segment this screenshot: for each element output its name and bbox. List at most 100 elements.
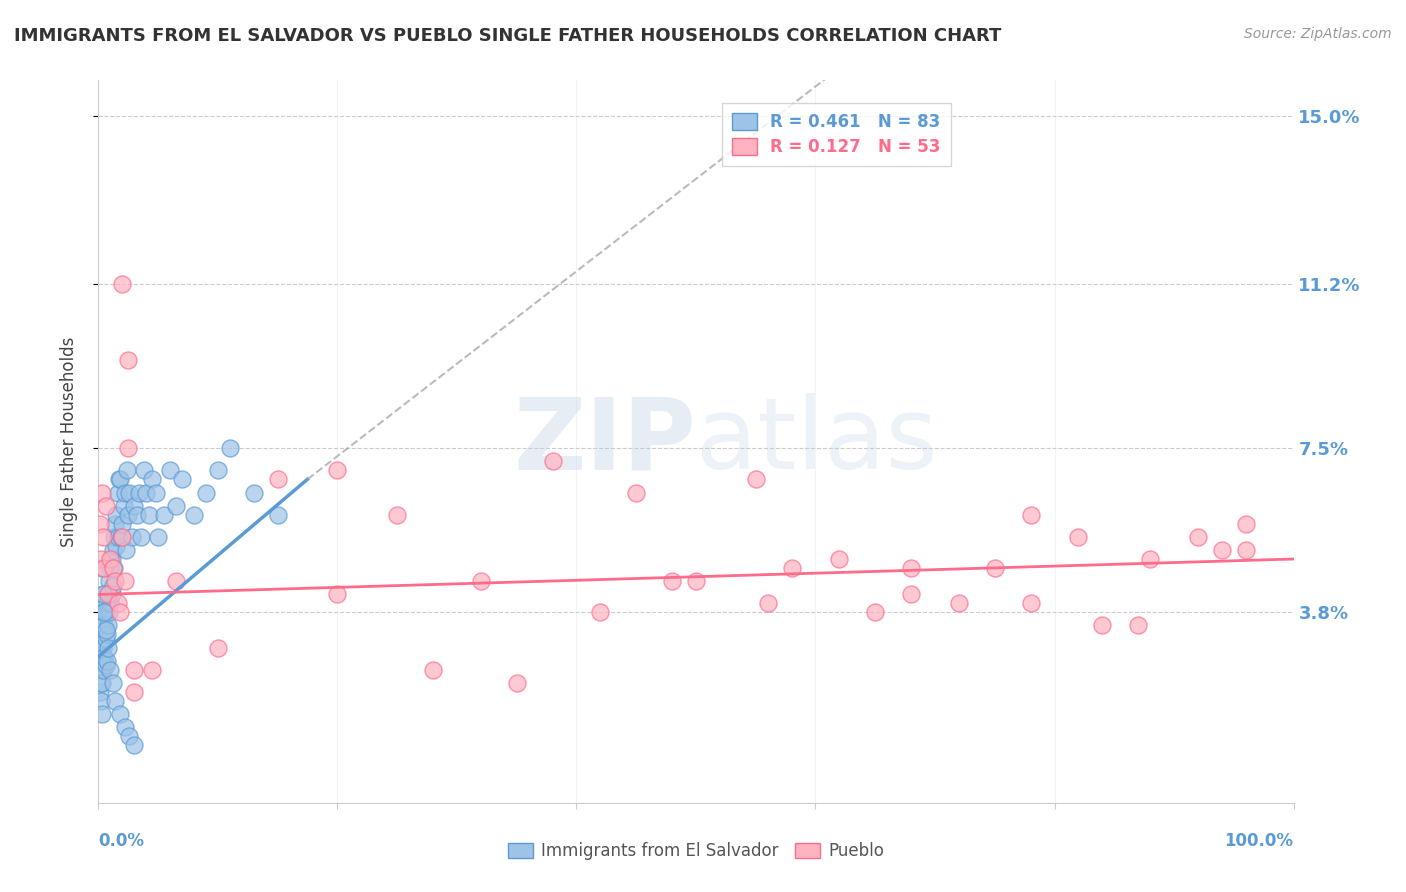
Point [117, 441, 139, 455]
Point [98, 552, 122, 566]
Point [110, 530, 132, 544]
Point [124, 499, 146, 513]
Point [589, 605, 612, 619]
Point [1019, 596, 1042, 610]
Point [900, 587, 922, 601]
Point [117, 352, 139, 367]
Point [94, 605, 117, 619]
Point [100, 587, 122, 601]
Point [97, 587, 120, 601]
Point [90, 694, 112, 708]
Point [195, 485, 218, 500]
Point [91, 485, 114, 500]
Point [117, 508, 139, 522]
Point [103, 561, 125, 575]
Point [148, 530, 170, 544]
Point [94, 499, 117, 513]
Point [865, 605, 887, 619]
Point [1019, 508, 1042, 522]
Point [125, 508, 148, 522]
Point [93, 587, 115, 601]
Point [121, 530, 143, 544]
Point [91, 707, 114, 722]
Point [90, 649, 112, 664]
Point [93, 618, 115, 632]
Point [98, 561, 122, 575]
Point [91, 632, 114, 646]
Point [114, 574, 136, 589]
Point [756, 596, 779, 610]
Point [104, 574, 127, 589]
Point [90, 552, 112, 566]
Point [107, 596, 129, 610]
Text: IMMIGRANTS FROM EL SALVADOR VS PUEBLO SINGLE FATHER HOUSEHOLDS CORRELATION CHART: IMMIGRANTS FROM EL SALVADOR VS PUEBLO SI… [14, 27, 1001, 45]
Point [107, 472, 129, 486]
Point [661, 574, 683, 589]
Point [101, 676, 124, 690]
Point [128, 485, 150, 500]
Point [141, 663, 163, 677]
Point [626, 485, 648, 500]
Point [1091, 618, 1114, 632]
Point [1139, 552, 1161, 566]
Point [112, 499, 135, 513]
Point [132, 463, 155, 477]
Point [97, 618, 120, 632]
Point [183, 508, 205, 522]
Text: 100.0%: 100.0% [1225, 831, 1294, 850]
Point [100, 552, 122, 566]
Point [91, 676, 114, 690]
Point [124, 663, 146, 677]
Point [93, 649, 115, 664]
Point [91, 605, 114, 619]
Point [385, 508, 409, 522]
Point [207, 463, 229, 477]
Point [131, 530, 153, 544]
Point [98, 574, 121, 589]
Point [118, 485, 141, 500]
Point [103, 530, 125, 544]
Point [172, 472, 194, 486]
Point [1067, 530, 1090, 544]
Point [900, 561, 922, 575]
Point [91, 530, 114, 544]
Point [91, 640, 114, 655]
Point [541, 454, 564, 468]
Point [90, 676, 112, 690]
Point [984, 561, 1007, 575]
Point [326, 587, 349, 601]
Point [828, 552, 851, 566]
Text: 0.0%: 0.0% [98, 831, 145, 850]
Point [1211, 543, 1233, 558]
Point [93, 561, 115, 575]
Point [111, 277, 134, 292]
Point [91, 587, 114, 601]
Point [98, 596, 122, 610]
Point [111, 516, 134, 531]
Point [91, 663, 114, 677]
Point [94, 623, 117, 637]
Point [506, 676, 529, 690]
Point [165, 574, 187, 589]
Point [114, 721, 136, 735]
Point [135, 485, 157, 500]
Point [89, 685, 111, 699]
Point [101, 543, 124, 558]
Point [115, 463, 138, 477]
Text: ZIP: ZIP [513, 393, 696, 490]
Point [101, 561, 124, 575]
Point [108, 707, 131, 722]
Point [94, 632, 117, 646]
Point [118, 729, 141, 743]
Legend: Immigrants from El Salvador, Pueblo: Immigrants from El Salvador, Pueblo [501, 836, 891, 867]
Point [1128, 618, 1150, 632]
Point [141, 472, 163, 486]
Point [780, 561, 803, 575]
Point [96, 596, 118, 610]
Point [267, 472, 290, 486]
Point [145, 485, 167, 500]
Point [115, 543, 138, 558]
Point [219, 441, 242, 455]
Point [98, 663, 122, 677]
Point [105, 508, 128, 522]
